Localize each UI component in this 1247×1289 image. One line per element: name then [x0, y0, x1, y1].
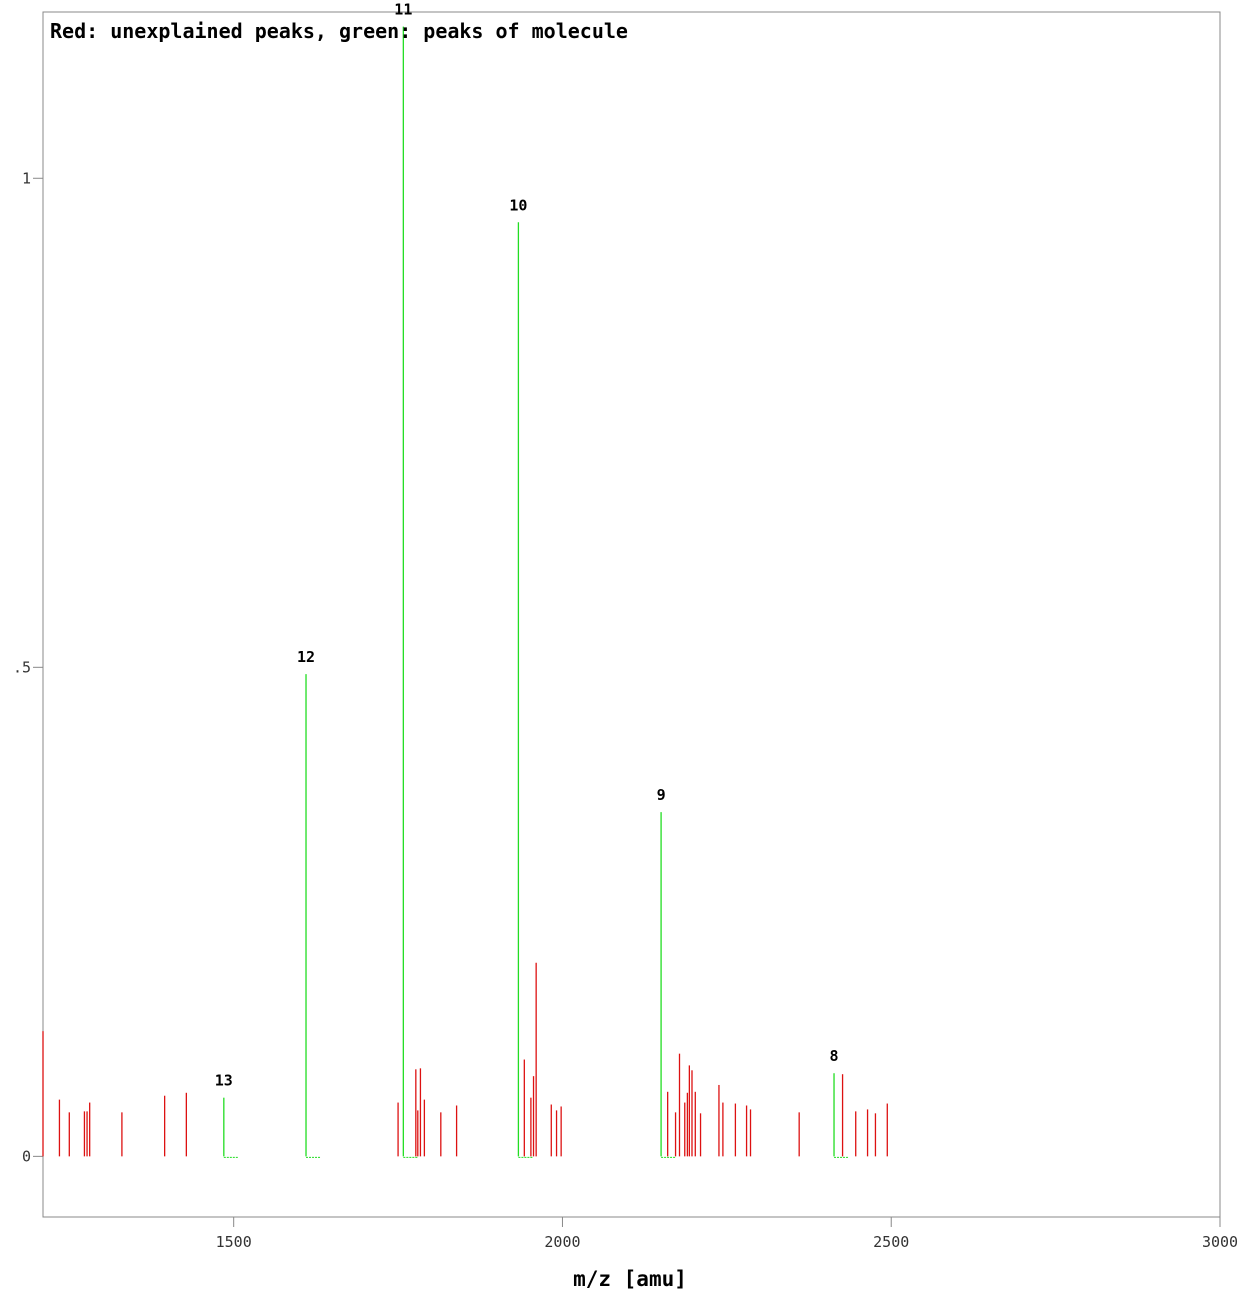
peak-charge-label: 8	[830, 1047, 839, 1065]
peak-charge-label: 9	[657, 786, 666, 804]
chart-title: Red: unexplained peaks, green: peaks of …	[50, 19, 628, 43]
x-tick-label: 2500	[873, 1233, 909, 1251]
y-tick-label: 0	[22, 1147, 31, 1165]
peak-charge-label: 12	[297, 648, 315, 666]
x-tick-label: 3000	[1202, 1233, 1238, 1251]
plot-frame	[42, 11, 1221, 1218]
y-tick-label: 1	[22, 169, 31, 187]
y-tick-label: .5	[13, 658, 31, 676]
peak-labels: 13 12 11 10 9 8	[215, 1, 839, 1090]
x-tick-label: 1500	[216, 1233, 252, 1251]
x-axis: 1500 2000 2500 3000	[216, 1217, 1238, 1251]
peak-charge-label: 10	[509, 196, 527, 214]
y-axis: 0.51	[13, 169, 43, 1165]
peak-charge-label: 13	[215, 1072, 233, 1090]
peak-charge-label: 11	[394, 1, 412, 19]
peak-lines	[42, 26, 888, 1158]
x-axis-label: m/z [amu]	[573, 1267, 687, 1289]
x-tick-label: 2000	[544, 1233, 580, 1251]
